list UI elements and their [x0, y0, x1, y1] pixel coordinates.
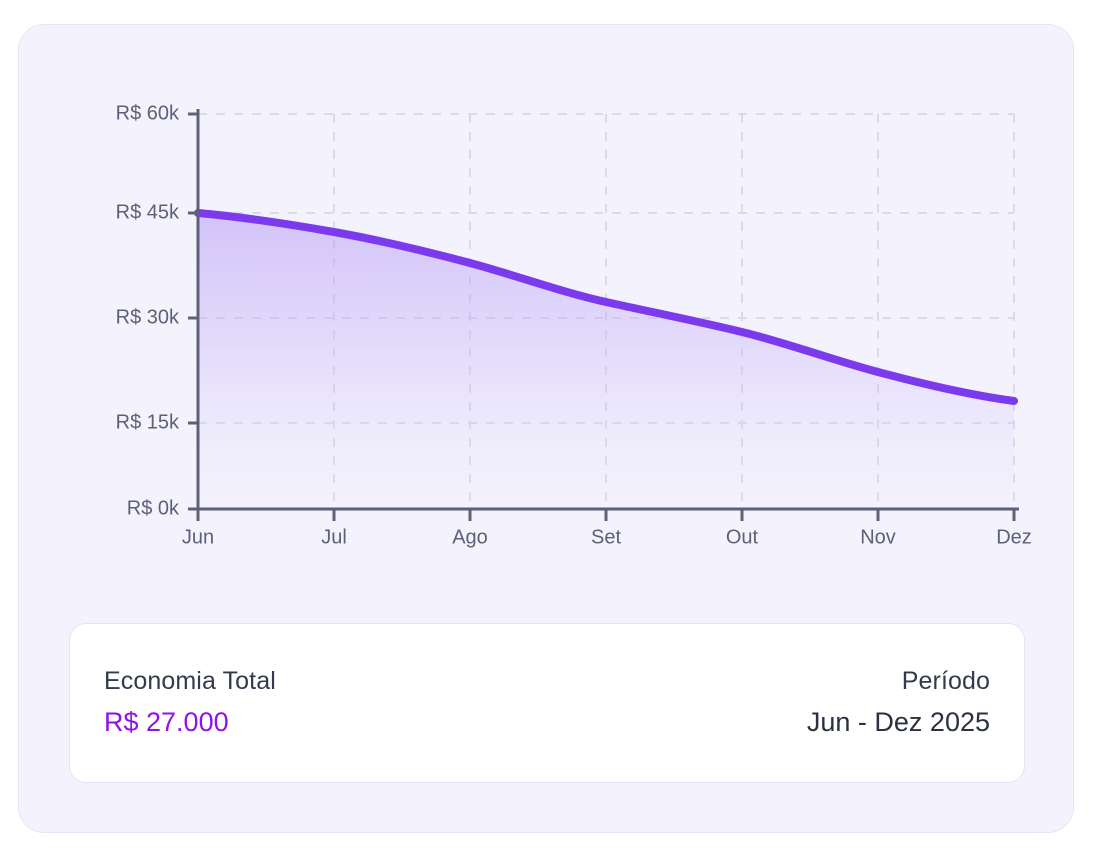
area-fill: [198, 213, 1014, 509]
y-tick-label-30k: R$ 30k: [116, 306, 180, 328]
summary-total-group: Economia Total R$ 27.000: [104, 667, 276, 738]
x-tick-label-set: Set: [591, 527, 621, 549]
data-line-economia: [194, 209, 1018, 405]
x-tick-label-out: Out: [726, 527, 759, 549]
y-tick-label-15k: R$ 15k: [116, 411, 180, 433]
savings-chart-panel: R$ 60k R$ 45k R$ 30k R$ 15k R$ 0k Jun Ju…: [18, 24, 1074, 833]
economy-area-chart[interactable]: R$ 60k R$ 45k R$ 30k R$ 15k R$ 0k Jun Ju…: [19, 25, 1075, 585]
y-tick-label-0k: R$ 0k: [127, 497, 180, 519]
x-tick-label-dez: Dez: [996, 527, 1032, 549]
chart-canvas: R$ 60k R$ 45k R$ 30k R$ 15k R$ 0k Jun Ju…: [116, 102, 1032, 549]
x-tick-label-jul: Jul: [321, 527, 347, 549]
summary-period-label: Período: [901, 667, 990, 696]
summary-period-value: Jun - Dez 2025: [806, 706, 990, 737]
x-axis-ticks: [196, 509, 1016, 521]
summary-total-label: Economia Total: [104, 667, 276, 696]
x-tick-label-nov: Nov: [860, 527, 896, 549]
summary-card: Economia Total R$ 27.000 Período Jun - D…: [69, 623, 1025, 783]
y-tick-label-60k: R$ 60k: [116, 102, 180, 124]
y-tick-label-45k: R$ 45k: [116, 201, 180, 223]
summary-period-group: Período Jun - Dez 2025: [807, 667, 990, 738]
x-tick-label-ago: Ago: [452, 527, 488, 549]
summary-total-value: R$ 27.000: [104, 706, 229, 737]
y-axis-ticks: [188, 112, 198, 511]
x-tick-label-jun: Jun: [182, 527, 214, 549]
